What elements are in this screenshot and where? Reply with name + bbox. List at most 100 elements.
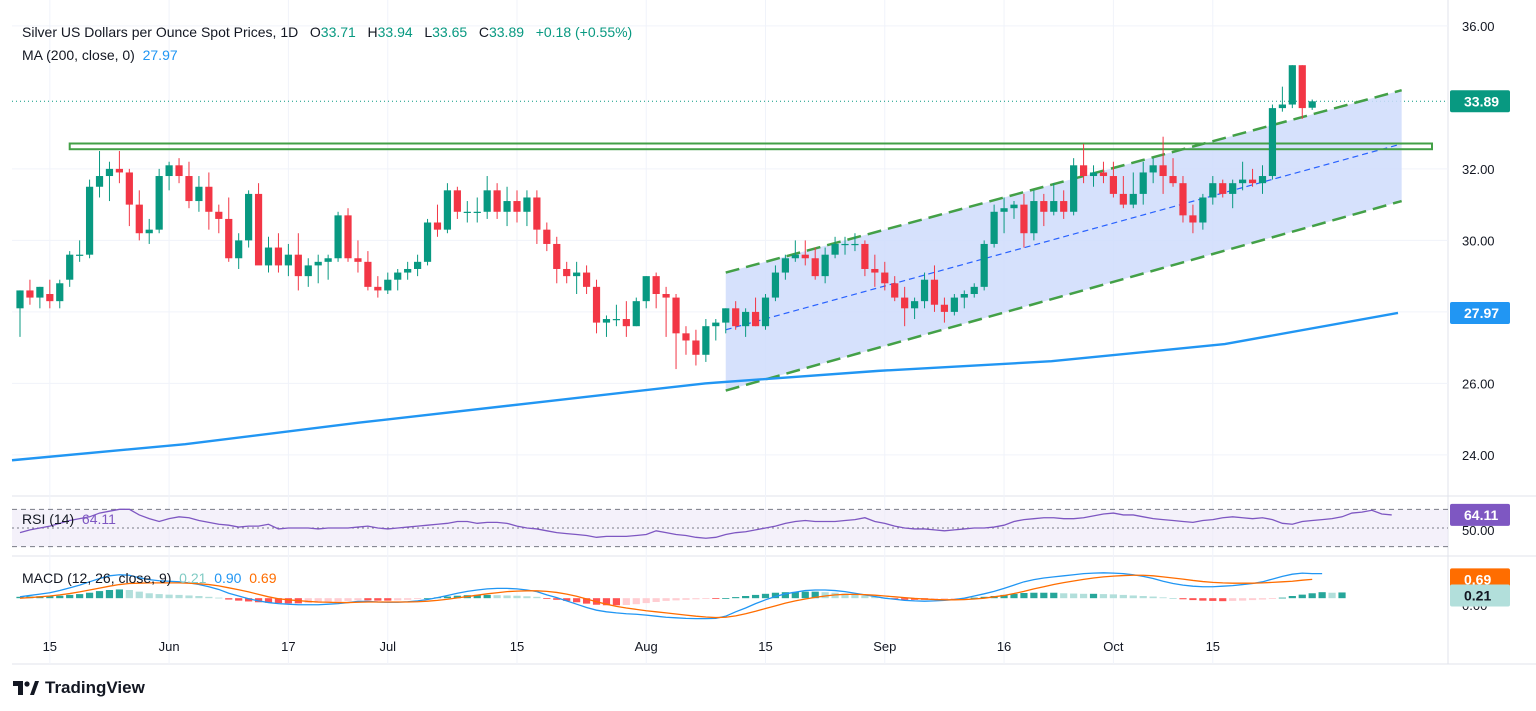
last-price-tag-bg	[1450, 90, 1510, 113]
macd-hist-bar-33	[344, 598, 352, 601]
ma-label: MA (200, close, 0)	[22, 47, 135, 63]
macd-hist-bar-0	[16, 596, 24, 599]
candle-body-118	[1189, 215, 1197, 223]
candle-body-113	[1139, 172, 1147, 194]
candle-body-106	[1070, 165, 1078, 212]
candle-body-64	[652, 276, 660, 295]
macd-hist-bar-36	[374, 598, 382, 601]
y-tick-label-5: 36.00	[1462, 19, 1495, 34]
candle-body-110	[1109, 176, 1117, 194]
ma-price-tag: 27.97	[1464, 305, 1499, 321]
candle-body-92	[930, 279, 939, 305]
macd-hist-bar-129	[1298, 594, 1306, 599]
macd-legend[interactable]: MACD (12, 26, close, 9) 0.21 0.90 0.69	[22, 570, 276, 586]
candle-body-109	[1099, 172, 1108, 177]
macd-hist-bar-49	[503, 595, 511, 599]
macd-hist-bar-35	[364, 598, 372, 601]
macd-hist-bar-127	[1278, 597, 1286, 599]
candle-body-93	[940, 304, 949, 312]
macd-hist-bar-113	[1139, 596, 1147, 599]
macd-hist-bar-125	[1258, 598, 1267, 600]
candle-body-22	[235, 240, 243, 259]
candle-body-116	[1169, 176, 1177, 184]
candle-body-6	[76, 254, 84, 256]
macd-hist-bar-85	[861, 595, 869, 599]
rsi-legend[interactable]: RSI (14) 64.11	[22, 511, 116, 527]
macd-hist-bar-48	[493, 595, 501, 599]
macd-hist-bar-124	[1248, 598, 1257, 601]
macd-hist-bar-22	[235, 598, 243, 601]
candle-body-17	[185, 176, 193, 202]
macd-hist-bar-38	[394, 598, 402, 601]
candle-body-114	[1149, 165, 1157, 173]
y-tick-label-1: 26.00	[1462, 376, 1495, 391]
candle-body-12	[135, 204, 143, 234]
macd-hist-bar-109	[1099, 594, 1108, 599]
candle-body-117	[1179, 183, 1187, 216]
macd-hist-bar-116	[1169, 598, 1177, 599]
macd-hist-bar-9	[105, 590, 114, 599]
candle-body-8	[95, 176, 104, 187]
candle-body-128	[1288, 65, 1296, 105]
macd-hist-bar-126	[1268, 598, 1277, 599]
candle-body-46	[473, 211, 481, 213]
macd-hist-bar-32	[334, 598, 342, 602]
rsi-label: RSI (14)	[22, 511, 75, 527]
macd-hist-bar-51	[523, 596, 531, 599]
macd-hist-bar-80	[811, 591, 819, 599]
high-value: 33.94	[377, 24, 413, 40]
macd-hist-bar-111	[1119, 594, 1127, 599]
candle-body-56	[573, 272, 581, 277]
candle-body-42	[433, 222, 442, 230]
macd-hist-bar-119	[1199, 598, 1207, 601]
candles	[16, 65, 1316, 370]
candle-body-65	[662, 294, 670, 298]
last-price-tag: 33.89	[1464, 93, 1499, 109]
candle-body-14	[155, 176, 163, 230]
candle-body-123	[1239, 179, 1247, 184]
macd-hist-bar-132	[1328, 592, 1336, 599]
ma200-layer	[11, 311, 1399, 462]
macd-hist-bar-61	[622, 598, 630, 605]
candle-body-5	[66, 254, 74, 280]
macd-hist-bar-37	[384, 598, 392, 601]
symbol-title[interactable]: Silver US Dollars per Ounce Spot Prices,…	[22, 24, 299, 40]
candle-body-89	[901, 297, 909, 309]
macd-hist-bar-4	[56, 595, 64, 599]
candle-body-45	[463, 211, 471, 213]
candle-body-77	[781, 258, 789, 273]
macd-hist-bar-120	[1209, 598, 1217, 601]
macd-hist-bar-128	[1288, 596, 1296, 599]
macd-hist-bar-108	[1089, 593, 1098, 599]
candle-body-76	[771, 272, 780, 298]
candle-body-11	[125, 172, 133, 205]
candle-body-47	[483, 190, 491, 212]
candle-body-81	[821, 254, 829, 277]
macd-hist-bar-25	[264, 598, 273, 603]
macd-hist-bar-21	[225, 598, 233, 600]
axes: 24.0026.0028.0030.0032.0036.0015Jun17Jul…	[43, 19, 1510, 654]
ma-legend[interactable]: MA (200, close, 0) 27.97	[22, 47, 178, 63]
macd-hist-bar-99	[1000, 594, 1008, 599]
candle-body-48	[493, 190, 501, 212]
macd-hist-bar-131	[1318, 592, 1326, 599]
candle-body-75	[761, 297, 770, 327]
macd-hist-bar-122	[1229, 598, 1237, 601]
macd-hist-bar-115	[1159, 597, 1167, 599]
rsi-line	[19, 508, 1392, 539]
candle-body-50	[513, 201, 521, 212]
candle-body-69	[702, 326, 710, 355]
candle-body-91	[920, 279, 929, 302]
candle-body-26	[274, 247, 283, 266]
macd-hist-bar-66	[672, 598, 680, 601]
candle-body-16	[175, 165, 183, 177]
brand[interactable]: TradingView	[13, 678, 145, 698]
signal-line	[19, 574, 1313, 619]
candle-body-15	[165, 165, 173, 177]
candle-body-27	[284, 254, 292, 266]
high-label: H	[367, 24, 378, 40]
macd-line-value: 0.90	[214, 570, 242, 586]
macd-hist-bar-67	[682, 598, 690, 600]
macd-hist-bar-68	[692, 598, 700, 600]
